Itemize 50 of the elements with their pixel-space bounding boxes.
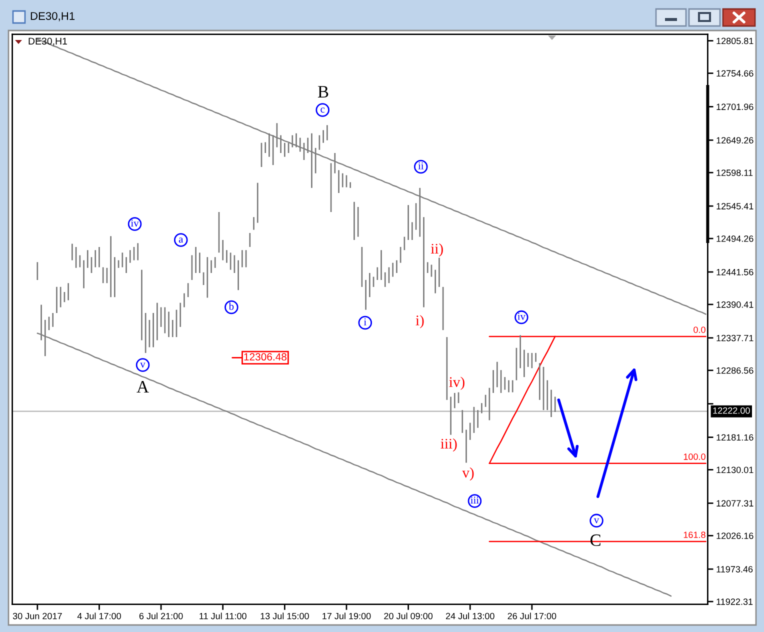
x-tick-label: 24 Jul 13:00 [446,612,494,620]
y-tick-label: 12390.41 [716,301,754,308]
annotation: b [228,302,234,310]
x-tick-label: 30 Jun 2017 [12,612,62,620]
annotation: iv) [449,376,464,390]
annotation: iii [470,496,479,504]
annotation: v [140,362,146,368]
chart-subtitle: DE30,H1 [28,38,67,46]
annotation: B [318,86,328,98]
annotation: 12306.48 [244,353,286,361]
y-tick-label: 12649.26 [716,137,754,144]
y-tick-label: 12077.31 [716,500,754,507]
annotation: i) [416,315,424,328]
y-tick-label: 12494.26 [716,235,754,242]
annotation: c [320,108,325,113]
y-tick-label: 12805.81 [716,38,754,44]
y-tick-label: 12286.56 [716,367,754,374]
annotation: A [136,381,149,392]
y-tick-label: 12701.96 [716,104,754,110]
x-tick-label: 17 Jul 19:00 [322,612,371,620]
y-tick-label: 12754.66 [716,70,754,77]
y-tick-label: 12598.11 [716,170,753,176]
x-tick-label: 13 Jul 15:00 [260,612,309,620]
y-tick-label: 12130.01 [716,466,754,474]
y-tick-label: 12026.16 [716,532,754,540]
annotation: iv [130,220,139,227]
annotation: iii) [440,438,457,452]
annotation: ii [418,162,424,170]
chart-title: DE30,H1 [30,12,75,22]
series-label: 161.8 [684,532,706,538]
x-tick-label: 11 Jul 11:00 [200,612,246,620]
series-label: 0.0 [694,326,706,333]
y-tick-label: 12441.56 [716,268,754,276]
y-tick-label: 11922.31 [716,598,753,605]
x-tick-label: 4 Jul 17:00 [77,612,121,620]
y-tick-label: 12337.71 [716,334,754,342]
annotation: a [178,238,184,243]
x-tick-label: 20 Jul 09:00 [384,612,433,620]
y-tick-label: 11973.46 [716,566,753,572]
y-tick-label: 12181.16 [716,434,754,441]
y-tick-label: 12545.41 [716,203,754,210]
annotation: v) [462,467,474,481]
x-tick-label: 6 Jul 21:00 [139,612,183,620]
annotation: iv [518,312,526,320]
annotation: v [594,518,600,524]
annotation: i [364,318,366,326]
ref-line-label: 12222.00 [713,407,750,414]
annotation: ii) [430,243,443,257]
series-label: 100.0 [684,454,706,460]
x-tick-label: 26 Jul 17:00 [508,612,556,620]
